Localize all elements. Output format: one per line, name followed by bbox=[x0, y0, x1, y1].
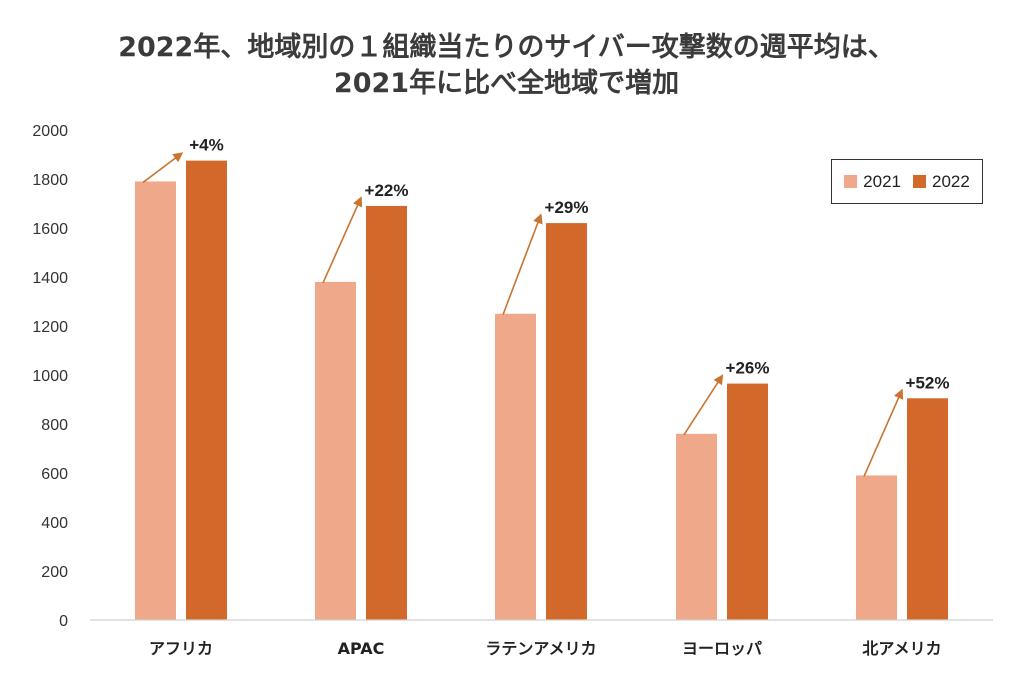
legend: 2021 2022 bbox=[831, 159, 983, 204]
growth-arrows: +4% +22% +29% +26% +52% bbox=[142, 136, 950, 477]
bar-2022 bbox=[366, 205, 407, 620]
bar-2021 bbox=[676, 433, 717, 620]
legend-swatch-2021 bbox=[844, 175, 858, 188]
y-tick-label: 200 bbox=[41, 564, 68, 581]
y-tick-label: 2000 bbox=[32, 123, 68, 140]
bar-2021 bbox=[135, 181, 176, 620]
x-category-label: 北アメリカ bbox=[862, 639, 941, 658]
growth-label: +52% bbox=[906, 373, 950, 392]
y-tick-label: 1400 bbox=[32, 270, 68, 287]
legend-label-2022: 2022 bbox=[932, 171, 970, 191]
x-category-label: APAC bbox=[338, 639, 385, 658]
growth-arrow bbox=[142, 152, 184, 184]
bars bbox=[135, 160, 948, 620]
y-axis: 0 200 400 600 800 1000 1200 1400 1600 1800 2000 bbox=[32, 123, 68, 630]
x-category-label: アフリカ bbox=[149, 639, 213, 658]
bar-2021 bbox=[315, 281, 356, 620]
chart-title-line-1: 2022年、地域別の１組織当たりのサイバー攻撃数の週平均は、 bbox=[118, 32, 895, 63]
bar-2021 bbox=[495, 313, 536, 620]
legend-swatch-2022 bbox=[913, 175, 926, 188]
y-tick-label: 600 bbox=[41, 466, 68, 483]
y-tick-label: 0 bbox=[59, 613, 68, 630]
y-tick-label: 400 bbox=[41, 515, 68, 532]
bar-2022 bbox=[186, 160, 227, 620]
growth-arrow bbox=[322, 196, 363, 284]
y-tick-label: 1200 bbox=[32, 319, 68, 336]
legend-label-2021: 2021 bbox=[863, 171, 901, 191]
growth-label: +4% bbox=[189, 136, 224, 155]
y-tick-label: 1600 bbox=[32, 221, 68, 238]
bar-2021 bbox=[856, 475, 897, 620]
legend-item-2021: 2021 bbox=[844, 172, 901, 192]
x-category-label: ヨーロッパ bbox=[682, 639, 762, 658]
bar-2022 bbox=[907, 398, 948, 620]
growth-arrow bbox=[683, 374, 724, 436]
y-tick-label: 800 bbox=[41, 417, 68, 434]
chart-title: 2022年、地域別の１組織当たりのサイバー攻撃数の週平均は、 2021年に比べ全… bbox=[0, 30, 1013, 102]
bar-2022 bbox=[727, 383, 768, 620]
growth-arrow bbox=[502, 213, 543, 316]
growth-label: +29% bbox=[545, 198, 589, 217]
growth-label: +22% bbox=[365, 181, 409, 200]
chart-title-line-2: 2021年に比べ全地域で増加 bbox=[333, 68, 680, 99]
legend-item-2022: 2022 bbox=[913, 172, 970, 192]
bar-2022 bbox=[546, 223, 587, 620]
y-tick-label: 1800 bbox=[32, 172, 68, 189]
growth-label: +26% bbox=[726, 359, 770, 378]
growth-arrow bbox=[863, 388, 904, 477]
x-axis: アフリカ APAC ラテンアメリカ ヨーロッパ 北アメリカ bbox=[90, 619, 993, 658]
y-tick-label: 1000 bbox=[32, 368, 68, 385]
x-category-label: ラテンアメリカ bbox=[485, 639, 596, 658]
